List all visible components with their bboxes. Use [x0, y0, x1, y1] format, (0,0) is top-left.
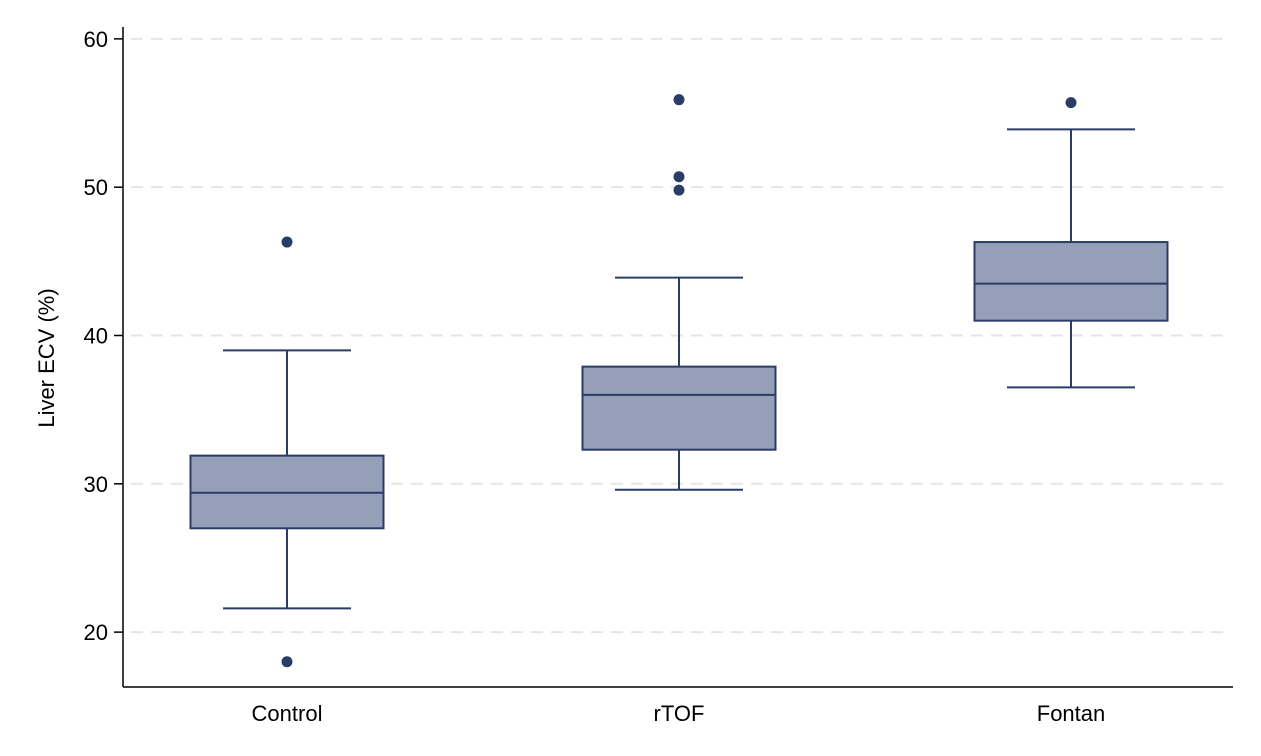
- y-tick-label-60: 60: [84, 27, 108, 52]
- outlier-point-rtof-1: [673, 94, 685, 106]
- box-group-fontan: [973, 97, 1169, 389]
- y-axis-title: Liver ECV (%): [34, 288, 59, 427]
- y-tick-label-30: 30: [84, 472, 108, 497]
- iqr-box-fontan: [973, 241, 1169, 322]
- y-ticks: 20 30 40 50 60: [84, 27, 123, 645]
- x-tick-labels: Control rTOF Fontan: [252, 701, 1106, 726]
- iqr-box-rtof: [581, 365, 777, 451]
- x-tick-label-fontan: Fontan: [1037, 701, 1106, 726]
- outlier-point-fontan-1: [1065, 97, 1077, 109]
- boxes: [189, 94, 1169, 668]
- axes: [122, 27, 1233, 688]
- outlier-point-rtof-3: [673, 184, 685, 196]
- box-group-control: [189, 236, 385, 668]
- box-group-rtof: [581, 94, 777, 491]
- x-tick-label-rtof: rTOF: [654, 701, 705, 726]
- outlier-point-control-2: [281, 656, 293, 668]
- y-tick-label-50: 50: [84, 175, 108, 200]
- y-tick-label-20: 20: [84, 620, 108, 645]
- y-tick-label-40: 40: [84, 323, 108, 348]
- outlier-point-rtof-2: [673, 171, 685, 183]
- outlier-point-control-1: [281, 236, 293, 248]
- x-tick-label-control: Control: [252, 701, 323, 726]
